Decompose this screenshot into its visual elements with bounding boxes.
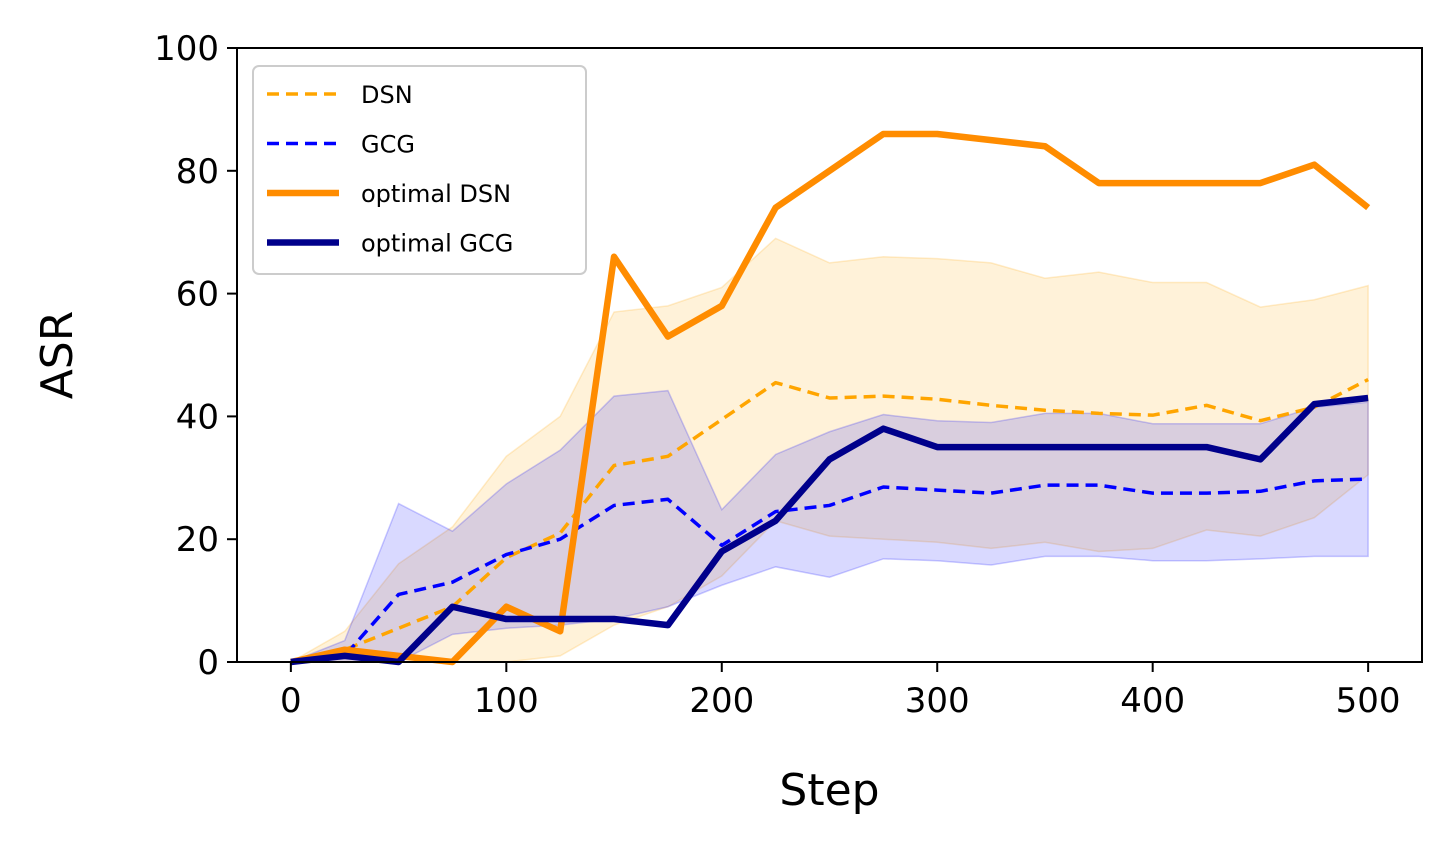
legend: DSN GCG optimal DSN optimal GCG xyxy=(252,65,587,275)
x-axis: 0 100 200 300 400 500 xyxy=(280,662,1401,721)
legend-box xyxy=(252,65,587,275)
y-tick-label: 100 xyxy=(154,29,219,69)
y-tick-label: 0 xyxy=(197,643,219,683)
legend-label: optimal GCG xyxy=(361,230,513,258)
x-tick-label: 200 xyxy=(689,681,754,721)
gcg-line xyxy=(290,477,1369,664)
x-tick-label: 300 xyxy=(905,681,970,721)
y-tick-label: 80 xyxy=(176,152,219,192)
gcg-band xyxy=(290,389,1369,663)
x-tick-label: 100 xyxy=(474,681,539,721)
y-axis: 0 20 40 60 80 100 xyxy=(154,29,237,683)
x-tick-label: 500 xyxy=(1336,681,1401,721)
plot-frame xyxy=(236,47,1423,663)
x-tick-label: 0 xyxy=(280,681,302,721)
dsn-line xyxy=(290,378,1369,664)
legend-label: DSN xyxy=(361,81,413,109)
confidence-bands xyxy=(288,237,1369,663)
series-lines xyxy=(290,130,1371,666)
legend-label: optimal DSN xyxy=(361,180,511,208)
x-axis-title: Step xyxy=(779,765,879,816)
y-tick-label: 40 xyxy=(176,397,219,437)
y-tick-label: 60 xyxy=(176,275,219,315)
x-tick-label: 400 xyxy=(1120,681,1185,721)
y-tick-label: 20 xyxy=(176,520,219,560)
legend-label: GCG xyxy=(361,131,415,159)
optimal-dsn-line xyxy=(290,130,1371,666)
optimal-gcg-line xyxy=(290,394,1369,666)
y-axis-title: ASR xyxy=(32,311,83,400)
